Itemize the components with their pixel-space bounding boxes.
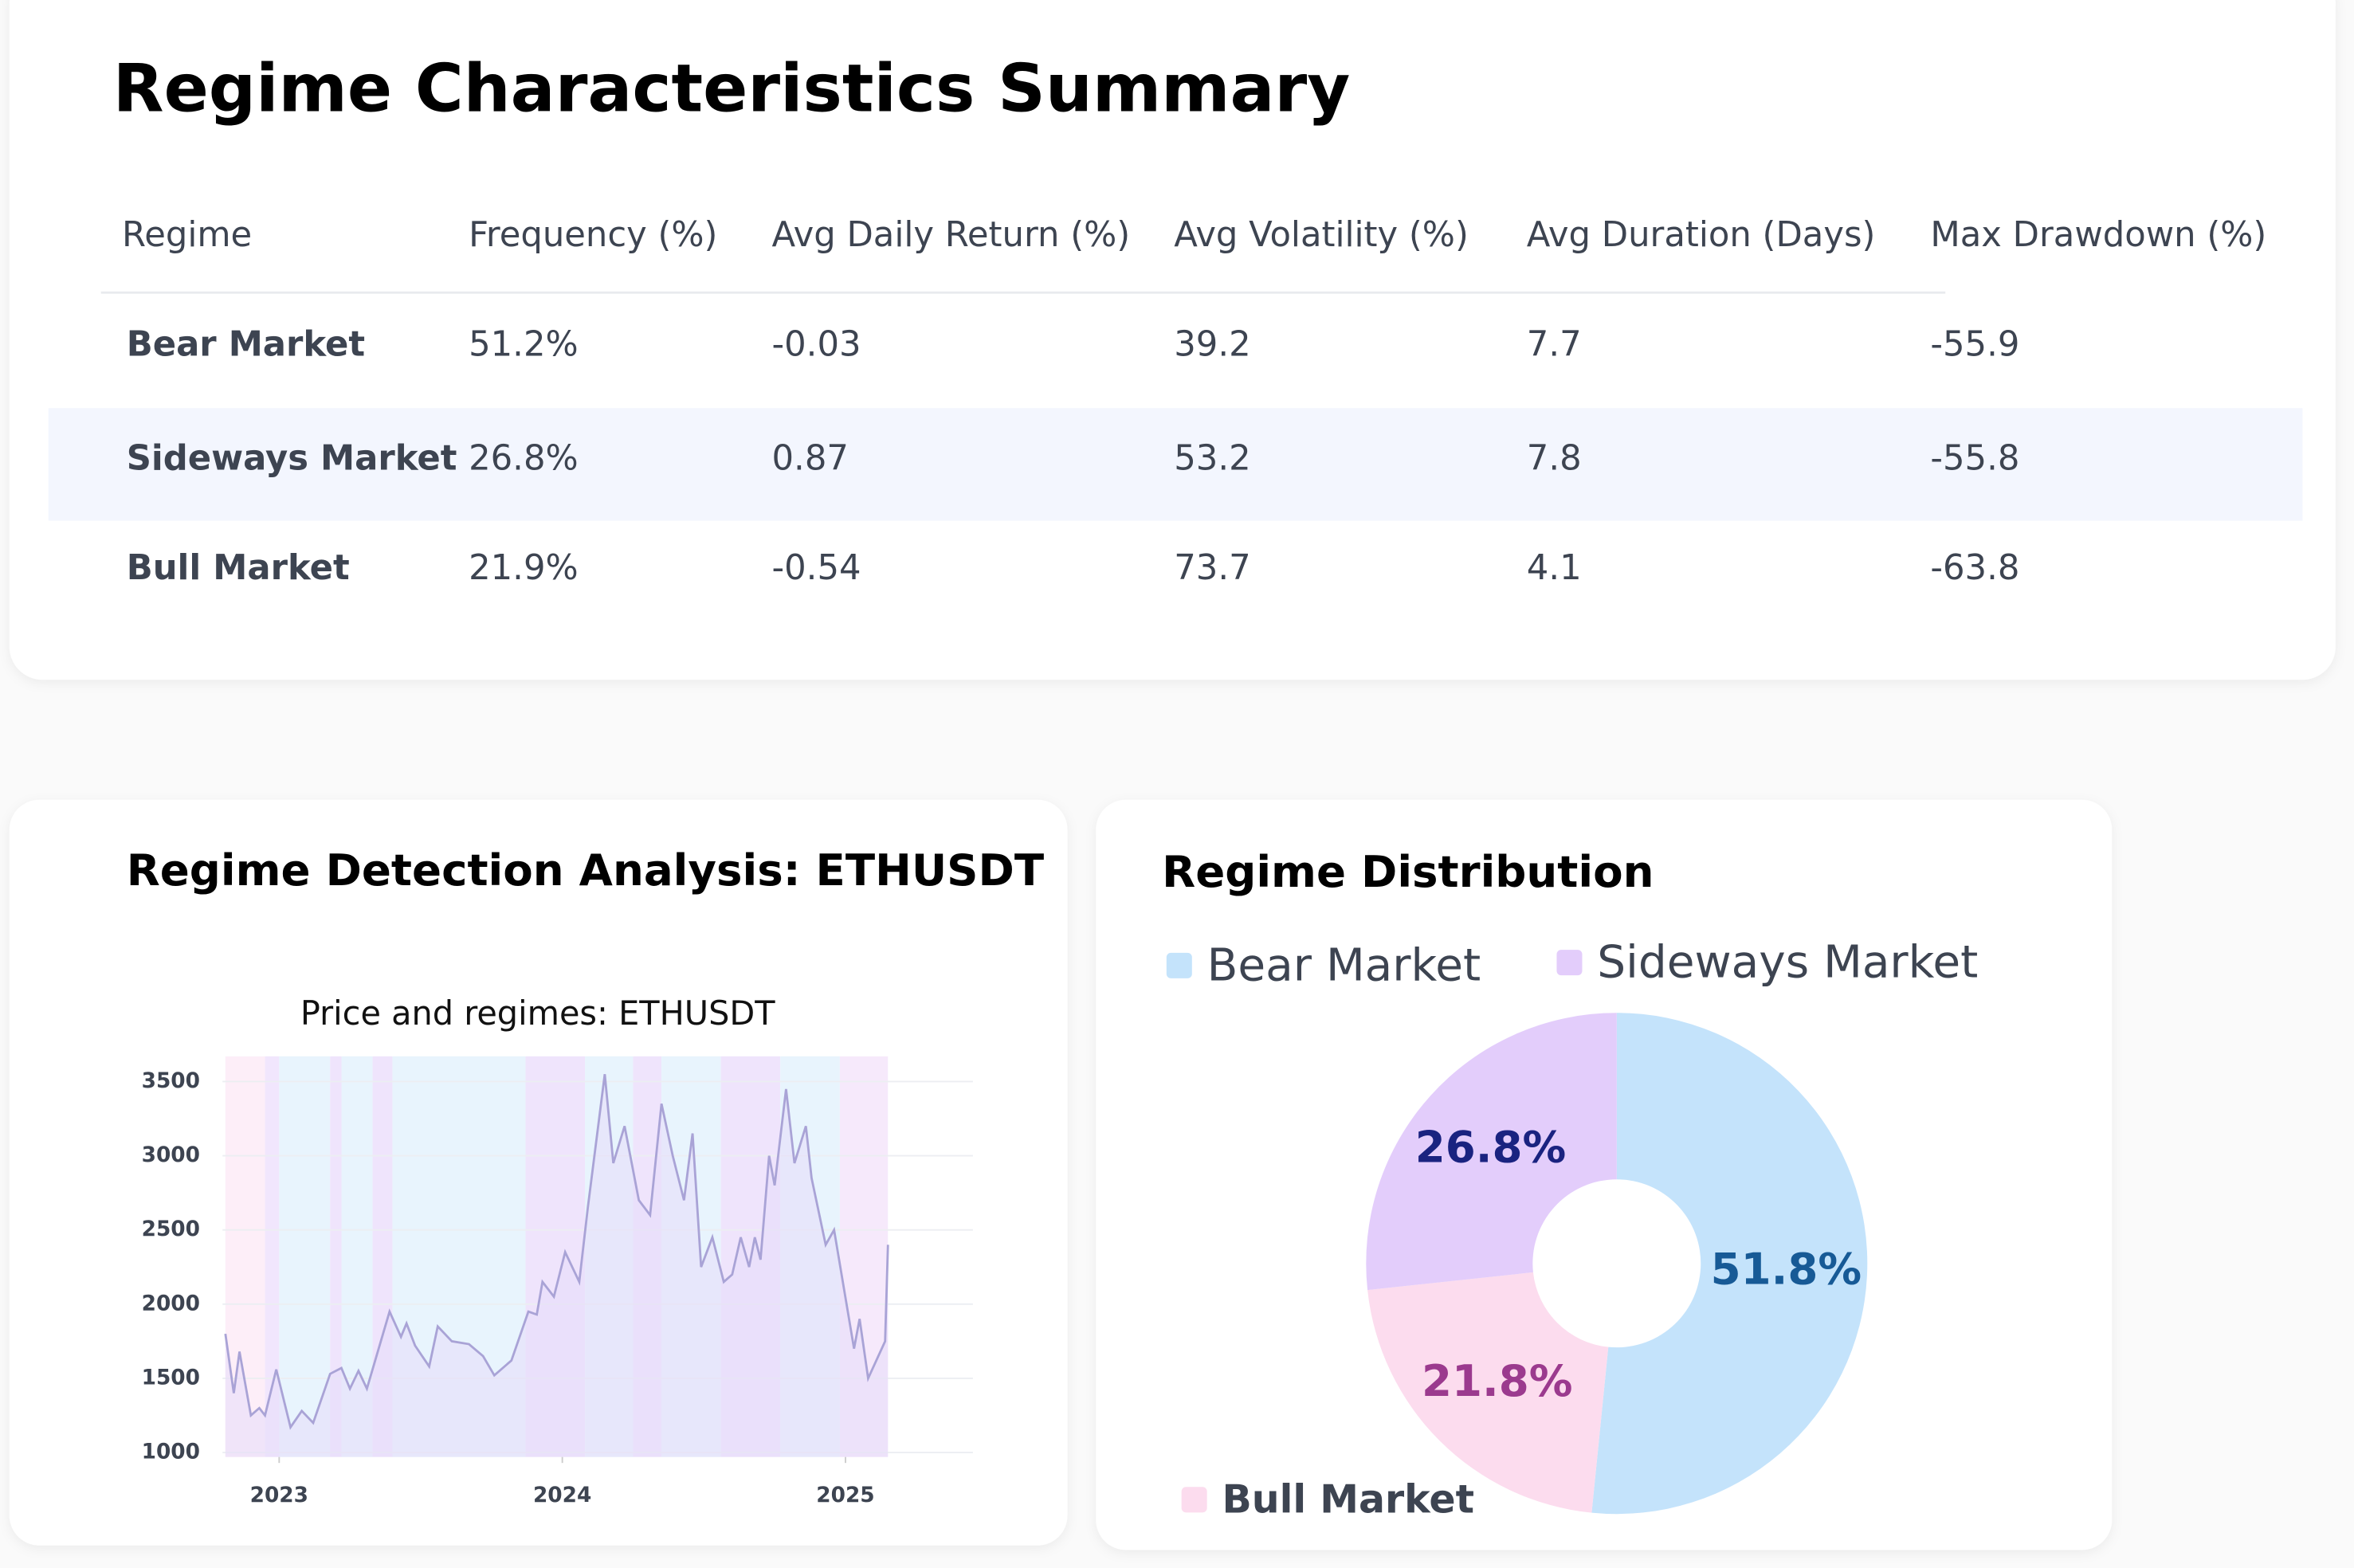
price-area	[225, 1074, 889, 1457]
legend-swatch	[1166, 952, 1192, 978]
table-cell: 53.2	[1174, 439, 1250, 479]
legend-swatch	[1181, 1487, 1207, 1513]
regime-band	[279, 1056, 331, 1457]
pie-chart: 51.8% 21.8% 26.8% Bear Market Bull Market Sid…	[1166, 937, 1978, 1523]
table-cell: 0.87	[772, 439, 849, 479]
row-label: Bull Market	[127, 548, 350, 588]
column-header: Regime	[122, 215, 252, 255]
panel-title: Regime Detection Analysis: ETHUSDT	[127, 845, 1044, 896]
table-cell: -0.54	[772, 548, 861, 588]
row-label: Sideways Market	[127, 439, 457, 479]
summary-title: Regime Characteristics Summary	[113, 50, 1351, 127]
row-highlight	[48, 408, 2303, 521]
legend-label: Bull Market	[1222, 1477, 1474, 1523]
table-cell: 4.1	[1527, 548, 1582, 588]
table-cell: 39.2	[1174, 325, 1250, 365]
slice-label: 51.8%	[1711, 1243, 1862, 1294]
table-cell: -55.8	[1930, 439, 2019, 479]
table-cell: -0.03	[772, 325, 861, 365]
table-cell: -55.9	[1930, 325, 2019, 365]
x-tick-label: 2023	[250, 1484, 308, 1507]
column-header: Avg Daily Return (%)	[772, 215, 1131, 255]
pie-title: Regime Distribution	[1162, 846, 1654, 897]
y-tick-label: 3500	[142, 1069, 200, 1093]
pie-slice	[1367, 1272, 1609, 1513]
column-header: Frequency (%)	[469, 215, 717, 255]
line-chart: 1000 1500 2000 2500 3000 3500 2023 2024 2025	[142, 1056, 973, 1507]
row-label: Bear Market	[127, 325, 365, 365]
table-cell: 51.2%	[469, 325, 579, 365]
slice-label: 26.8%	[1415, 1122, 1566, 1173]
x-tick-label: 2025	[816, 1484, 874, 1507]
y-tick-label: 3000	[142, 1143, 200, 1167]
price-line	[224, 1074, 889, 1430]
y-tick-label: 2500	[142, 1217, 200, 1241]
table-cell: 73.7	[1174, 548, 1250, 588]
table-cell: 21.9%	[469, 548, 579, 588]
pie-slice	[1366, 1013, 1617, 1291]
y-tick-label: 2000	[142, 1292, 200, 1315]
legend-label: Bear Market	[1207, 939, 1481, 991]
column-header: Avg Volatility (%)	[1174, 215, 1469, 255]
legend-swatch	[1556, 950, 1583, 976]
table-cell: 7.7	[1527, 325, 1582, 365]
slice-label: 21.8%	[1422, 1355, 1572, 1406]
pie-slice	[1591, 1013, 1868, 1515]
x-tick-label: 2024	[533, 1484, 591, 1507]
chart-title: Price and regimes: ETHUSDT	[300, 994, 775, 1033]
table-cell: 26.8%	[469, 439, 579, 479]
table-cell: 7.8	[1527, 439, 1582, 479]
legend-label: Sideways Market	[1597, 937, 1978, 989]
y-tick-label: 1500	[142, 1366, 200, 1390]
column-header: Max Drawdown (%)	[1930, 215, 2266, 255]
y-tick-label: 1000	[142, 1441, 200, 1464]
table-cell: -63.8	[1930, 548, 2019, 588]
column-header: Avg Duration (Days)	[1527, 215, 1876, 255]
